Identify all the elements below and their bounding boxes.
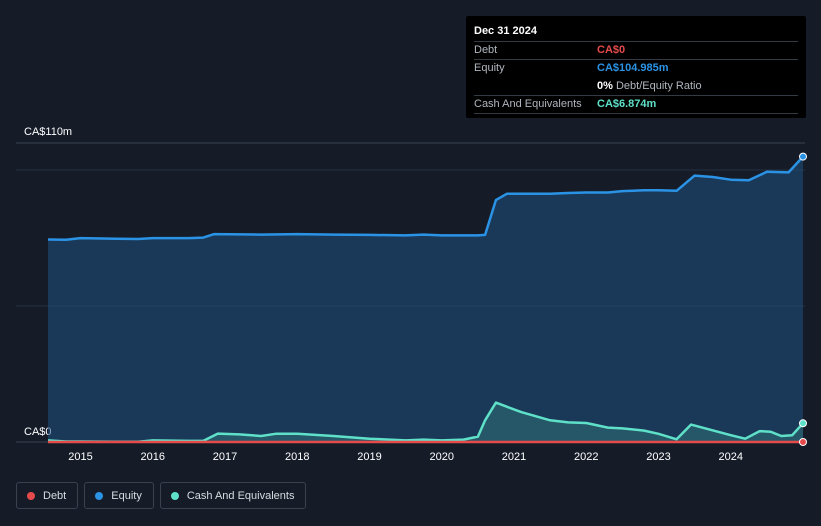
tooltip-ratio-row: 0% Debt/Equity Ratio — [474, 77, 798, 95]
equity-dot-icon — [95, 491, 104, 500]
equity-end-marker — [799, 152, 807, 161]
x-tick-label: 2024 — [719, 451, 743, 463]
legend-label-debt: Debt — [43, 489, 67, 502]
x-tick-label: 2022 — [574, 451, 598, 463]
tooltip-debt-label: Debt — [474, 44, 498, 56]
x-tick-label: 2017 — [213, 451, 237, 463]
legend-item-cash[interactable]: Cash And Equivalents — [159, 482, 307, 509]
x-tick-label: 2021 — [502, 451, 526, 463]
legend-label-cash: Cash And Equivalents — [186, 489, 295, 502]
debt-end-marker — [799, 438, 807, 446]
data-tooltip: Dec 31 2024 Debt CA$0 Equity CA$104.985m… — [466, 16, 806, 118]
x-tick-label: 2016 — [141, 451, 165, 463]
tooltip-debt-value: CA$0 — [597, 44, 626, 56]
cash-dot-icon — [170, 491, 179, 500]
cash-area — [48, 402, 803, 442]
tooltip-equity-value: CA$104.985m — [597, 62, 669, 74]
chart-legend: Debt Equity Cash And Equivalents — [16, 482, 307, 509]
x-tick-label: 2018 — [285, 451, 309, 463]
tooltip-equity-row: Equity CA$104.985m — [474, 59, 798, 77]
tooltip-cash-row: Cash And Equivalents CA$6.874m — [474, 95, 798, 114]
equity-line — [47, 155, 804, 242]
debt-dot-icon — [27, 491, 35, 500]
y-bottom-label: CA$0 — [24, 426, 52, 438]
tooltip-cash-value: CA$6.874m — [597, 98, 657, 110]
x-tick-label: 2023 — [646, 451, 670, 463]
x-tick-label: 2020 — [430, 451, 454, 463]
legend-item-equity[interactable]: Equity — [84, 482, 154, 509]
tooltip-equity-label: Equity — [474, 62, 505, 74]
cash-end-marker — [799, 419, 807, 428]
legend-item-debt[interactable]: Debt — [16, 482, 79, 509]
y-top-label: CA$110m — [24, 126, 72, 138]
tooltip-ratio-value: 0% — [597, 80, 613, 92]
tooltip-cash-label: Cash And Equivalents — [474, 98, 582, 110]
tooltip-debt-row: Debt CA$0 — [474, 41, 798, 59]
tooltip-ratio-label: Debt/Equity Ratio — [615, 80, 702, 92]
x-tick-label: 2015 — [68, 451, 92, 463]
legend-label-equity: Equity — [111, 489, 142, 502]
tooltip-date: Dec 31 2024 — [474, 25, 537, 37]
equity-area — [48, 156, 803, 442]
x-tick-label: 2019 — [357, 451, 381, 463]
